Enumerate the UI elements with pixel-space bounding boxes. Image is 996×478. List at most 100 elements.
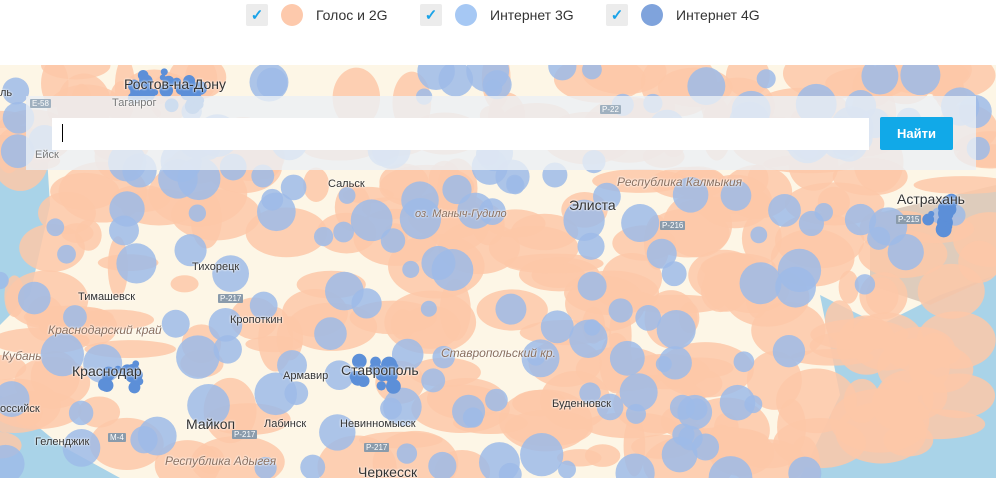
coverage-3g-area bbox=[174, 234, 207, 267]
legend-item-internet-3g[interactable]: ✓ Интернет 3G bbox=[420, 4, 574, 26]
coverage-3g-area bbox=[661, 261, 687, 287]
coverage-3g-area bbox=[619, 373, 658, 412]
coverage-3g-area bbox=[213, 335, 242, 364]
coverage-3g-area bbox=[277, 350, 307, 381]
road-badge: P-215 bbox=[896, 215, 922, 224]
coverage-3g-area bbox=[208, 308, 243, 342]
coverage-4g-area bbox=[943, 197, 952, 206]
coverage-3g-area bbox=[563, 199, 605, 241]
legend-item-voice-2g[interactable]: ✓ Голос и 2G bbox=[246, 4, 388, 26]
coverage-4g-area bbox=[922, 213, 935, 226]
legend-label: Интернет 3G bbox=[490, 7, 574, 23]
road-badge: M-4 bbox=[108, 433, 126, 442]
coverage-3g-area bbox=[0, 271, 9, 290]
coverage-4g-area bbox=[114, 365, 122, 374]
coverage-3g-area bbox=[558, 460, 576, 478]
checkbox-checked-icon[interactable]: ✓ bbox=[246, 4, 268, 26]
city-label: Черкесск bbox=[358, 464, 418, 478]
coverage-3g-area bbox=[900, 65, 941, 96]
coverage-3g-area bbox=[17, 281, 51, 315]
coverage-3g-area bbox=[772, 335, 806, 368]
city-label: Элиста bbox=[569, 197, 616, 213]
coverage-3g-area bbox=[63, 305, 87, 329]
coverage-2g-area bbox=[958, 240, 996, 283]
coverage-3g-area bbox=[116, 243, 157, 284]
coverage-3g-area bbox=[338, 187, 356, 204]
coverage-3g-area bbox=[548, 65, 577, 81]
coverage-2g-area bbox=[838, 270, 859, 304]
coverage-3g-area bbox=[520, 432, 564, 477]
coverage-2g-area bbox=[276, 316, 304, 361]
city-label: Краснодар bbox=[72, 363, 142, 379]
internet-3g-swatch bbox=[455, 4, 477, 26]
coverage-3g-area bbox=[452, 394, 486, 428]
coverage-4g-area bbox=[132, 360, 140, 368]
coverage-3g-area bbox=[521, 339, 560, 378]
coverage-4g-area bbox=[937, 219, 945, 227]
coverage-4g-area bbox=[120, 364, 135, 378]
voice-2g-swatch bbox=[281, 4, 303, 26]
city-label: Астрахань bbox=[897, 191, 965, 207]
internet-4g-swatch bbox=[641, 4, 663, 26]
legend-item-internet-4g[interactable]: ✓ Интернет 4G bbox=[606, 4, 760, 26]
coverage-3g-area bbox=[319, 414, 356, 451]
coverage-3g-area bbox=[402, 260, 420, 278]
coverage-3g-area bbox=[540, 310, 574, 344]
coverage-3g-area bbox=[280, 174, 307, 201]
coverage-3g-area bbox=[391, 338, 424, 371]
coverage-2g-area bbox=[342, 186, 394, 204]
coverage-2g-area bbox=[171, 189, 261, 241]
coverage-3g-area bbox=[609, 340, 645, 376]
road-badge: P-217 bbox=[364, 443, 390, 452]
coverage-2g-area bbox=[553, 65, 646, 103]
city-label: ль bbox=[0, 87, 13, 99]
checkbox-checked-icon[interactable]: ✓ bbox=[606, 4, 628, 26]
river-label: Кубань bbox=[2, 349, 42, 363]
coverage-3g-area bbox=[788, 456, 822, 478]
city-label: оссийск bbox=[0, 403, 40, 415]
coverage-2g-area bbox=[888, 409, 986, 440]
coverage-3g-area bbox=[579, 382, 601, 404]
coverage-3g-area bbox=[109, 191, 145, 227]
coverage-3g-area bbox=[719, 384, 756, 421]
coverage-3g-area bbox=[658, 346, 692, 380]
coverage-3g-area bbox=[421, 368, 446, 393]
coverage-2g-area bbox=[0, 354, 27, 381]
coverage-3g-area bbox=[577, 271, 607, 301]
coverage-3g-area bbox=[582, 65, 602, 80]
checkbox-checked-icon[interactable]: ✓ bbox=[420, 4, 442, 26]
coverage-3g-area bbox=[506, 174, 524, 192]
coverage-4g-area bbox=[159, 83, 174, 98]
search-input[interactable] bbox=[52, 118, 869, 150]
coverage-3g-area bbox=[708, 456, 753, 478]
coverage-3g-area bbox=[479, 442, 520, 478]
coverage-3g-area bbox=[350, 199, 393, 242]
coverage-3g-area bbox=[428, 451, 457, 478]
city-label: Буденновск bbox=[552, 398, 611, 410]
city-label: Армавир bbox=[283, 370, 329, 382]
road-badge: P-217 bbox=[232, 430, 258, 439]
coverage-4g-area bbox=[357, 374, 370, 388]
coverage-3g-area bbox=[40, 332, 85, 377]
region-label: Республика Адыгея bbox=[165, 454, 277, 468]
region-label: Ставропольский кр. bbox=[441, 346, 556, 360]
coverage-4g-area bbox=[370, 356, 381, 368]
coverage-3g-area bbox=[188, 204, 207, 222]
coverage-2g-area bbox=[196, 446, 225, 474]
city-label: Таганрог bbox=[112, 97, 157, 109]
coverage-3g-area bbox=[161, 309, 190, 338]
search-button[interactable]: Найти bbox=[880, 117, 953, 150]
coverage-3g-area bbox=[0, 444, 25, 478]
coverage-3g-area bbox=[768, 193, 801, 227]
coverage-3g-area bbox=[608, 298, 633, 323]
legend-label: Голос и 2G bbox=[316, 7, 388, 23]
coverage-3g-area bbox=[62, 429, 101, 467]
coverage-4g-area bbox=[139, 75, 146, 82]
coverage-2g-area bbox=[170, 275, 199, 293]
road-badge: E-58 bbox=[30, 99, 51, 108]
coverage-4g-area bbox=[135, 377, 144, 386]
coverage-3g-area bbox=[251, 164, 275, 188]
coverage-3g-area bbox=[324, 360, 354, 390]
coverage-3g-area bbox=[593, 182, 621, 211]
coverage-3g-area bbox=[596, 393, 624, 421]
